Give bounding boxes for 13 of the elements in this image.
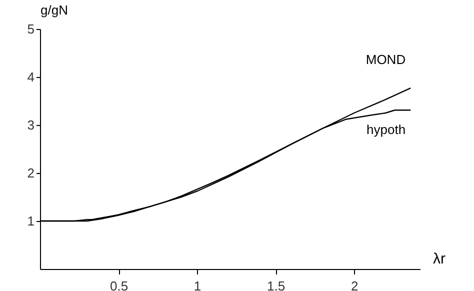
y-tick-label: 4 <box>27 70 34 84</box>
y-tick-label: 2 <box>27 166 34 180</box>
y-tick-label: 5 <box>27 22 34 36</box>
x-tick-label: 2 <box>350 278 358 291</box>
x-tick-label: 1 <box>194 278 202 291</box>
series-label: MOND <box>366 52 406 68</box>
y-axis-title: g/gN <box>40 2 68 18</box>
x-tick-label: 0.5 <box>110 278 128 291</box>
x-axis-title: λr <box>433 250 446 268</box>
y-tick-label: 1 <box>27 214 34 228</box>
series-label: hypoth <box>366 122 406 138</box>
x-tick-label: 1.5 <box>267 278 286 291</box>
y-tick-label: 3 <box>27 118 34 132</box>
